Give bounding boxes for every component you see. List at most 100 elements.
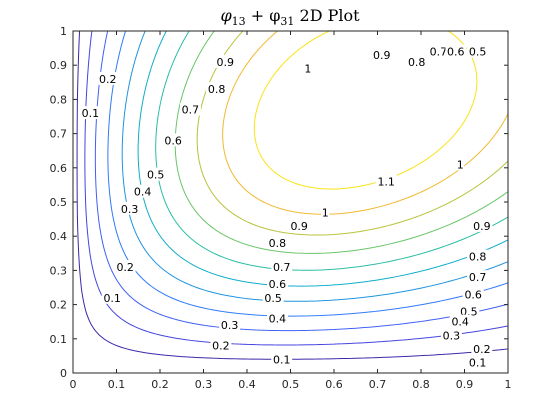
contour-label-bg <box>162 133 184 147</box>
contour-label-bg <box>262 290 284 304</box>
contour-label: 0.5 <box>469 46 487 59</box>
y-tick-label: 0.8 <box>50 93 68 106</box>
contour-label: 0.4 <box>451 316 469 329</box>
contour-line-0-5 <box>121 30 509 302</box>
title-phi-1: φ <box>220 6 232 25</box>
x-axis-ticks: 0 0.1 0.2 0.3 0.4 0.5 0.6 0.7 0.8 0.9 1 <box>70 31 512 391</box>
contour-labels: 0.10.20.70.60.80.910.90.80.7 0.6 0.50.50.4… <box>80 44 493 370</box>
contour-label-bg <box>210 338 232 352</box>
contour-label-bg <box>180 102 201 116</box>
contour-line-0-4 <box>107 30 509 317</box>
contour-label-bg <box>206 82 227 96</box>
contour-label-bg <box>80 106 101 120</box>
contour-line-1 <box>222 30 509 215</box>
contour-label: 0.1 <box>103 292 121 305</box>
contour-label-bg <box>441 328 462 342</box>
contour-label: 0.6 <box>447 46 465 59</box>
contour-line-1-1 <box>253 30 478 190</box>
x-tick-label: 0 <box>70 378 77 391</box>
chart-title: φ13 + φ31 2D Plot <box>220 6 360 28</box>
contour-label: 1 <box>304 63 311 76</box>
contour-label-bg <box>406 54 428 68</box>
contour-label: 0.7 <box>430 46 448 59</box>
contour-label-bg <box>114 260 136 273</box>
contour-label-bg <box>449 314 471 328</box>
contour-label: 0.7 <box>182 104 200 117</box>
contour-label-bg <box>462 287 484 301</box>
contour-label: 0.7 <box>469 271 487 284</box>
contour-label: 1 <box>457 158 464 171</box>
contour-label: 0.8 <box>269 237 287 250</box>
contour-label: 1.1 <box>377 176 395 189</box>
contour-label-bg <box>321 205 330 219</box>
contour-label-bg <box>267 277 288 291</box>
contour-label: 0.1 <box>82 107 100 120</box>
contour-label-bg <box>427 44 449 58</box>
y-tick-label: 0 <box>60 367 67 380</box>
contour-label-bg <box>375 174 397 188</box>
contour-label: 0.1 <box>273 353 291 366</box>
contour-line-0-6 <box>137 30 509 287</box>
contour-label: 0.6 <box>269 278 287 291</box>
x-tick-label: 0.9 <box>456 378 474 391</box>
contour-label: 0.1 <box>469 357 487 370</box>
contour-label: 0.5 <box>147 169 165 182</box>
x-tick-label: 1 <box>505 378 512 391</box>
contour-label: 0.4 <box>269 312 287 325</box>
y-tick-label: 0.4 <box>50 230 68 243</box>
contour-label-bg <box>467 44 488 58</box>
contour-label-bg <box>271 352 293 366</box>
contour-label-bg <box>101 290 123 304</box>
x-tick-label: 0.6 <box>325 378 343 391</box>
contour-label: 0.2 <box>99 73 117 86</box>
contour-label: 0.4 <box>134 186 152 199</box>
contour-label: 0.9 <box>373 49 391 62</box>
contour-label-bg <box>97 71 119 85</box>
title-subscript-31: 31 <box>280 15 294 28</box>
contour-label-bg <box>214 54 236 68</box>
contour-label: 0.2 <box>212 340 230 353</box>
contour-line-0-8 <box>174 30 509 254</box>
contour-label: 0.7 <box>273 261 291 274</box>
y-tick-label: 0.1 <box>50 333 68 346</box>
contour-label: 0.9 <box>290 220 308 233</box>
contour-label: 0.6 <box>464 288 482 301</box>
contour-label-bg <box>219 318 241 332</box>
x-tick-label: 0.8 <box>412 378 430 391</box>
contour-label: 0.8 <box>208 83 226 96</box>
contour-label-bg <box>267 236 288 249</box>
contour-label: 0.9 <box>217 56 235 69</box>
contour-label-bg <box>467 355 488 369</box>
plot-area: 0.10.20.70.60.80.910.90.80.7 0.6 0.50.50.4… <box>50 25 512 391</box>
contour-label-bg <box>271 260 293 273</box>
contour-label: 0.6 <box>164 134 182 147</box>
contour-label-bg <box>267 311 288 325</box>
contour-label-bg <box>371 47 393 61</box>
x-tick-label: 0.7 <box>369 378 387 391</box>
x-tick-label: 0.2 <box>151 378 169 391</box>
title-plus-phi: + φ <box>246 6 281 25</box>
contour-label: 0.2 <box>473 343 491 356</box>
contour-label: 0.8 <box>469 251 487 264</box>
contour-label-bg <box>132 184 154 198</box>
y-tick-label: 0.6 <box>50 162 68 175</box>
contour-label-bg <box>471 218 493 232</box>
x-tick-label: 0.4 <box>238 378 256 391</box>
y-tick-label: 0.7 <box>50 128 68 141</box>
y-axis-ticks: 00.10.20.30.40.50.60.70.80.91 <box>50 25 508 380</box>
contour-label-bg <box>145 167 167 181</box>
contour-label: 0.2 <box>116 261 134 274</box>
contour-label: 0.9 <box>473 220 491 233</box>
contour-label-bg <box>458 304 480 318</box>
contour-label: 1 <box>322 206 329 219</box>
y-tick-label: 0.9 <box>50 59 68 72</box>
contour-label: 0.8 <box>408 56 426 69</box>
contour-label-bg <box>288 218 310 232</box>
y-tick-label: 0.5 <box>50 196 68 209</box>
contour-label-bg <box>456 157 465 171</box>
contour-label-bg <box>445 44 467 58</box>
x-tick-label: 0.3 <box>195 378 213 391</box>
contour-label: 0.3 <box>443 329 461 342</box>
contour-label-bg <box>467 270 488 284</box>
